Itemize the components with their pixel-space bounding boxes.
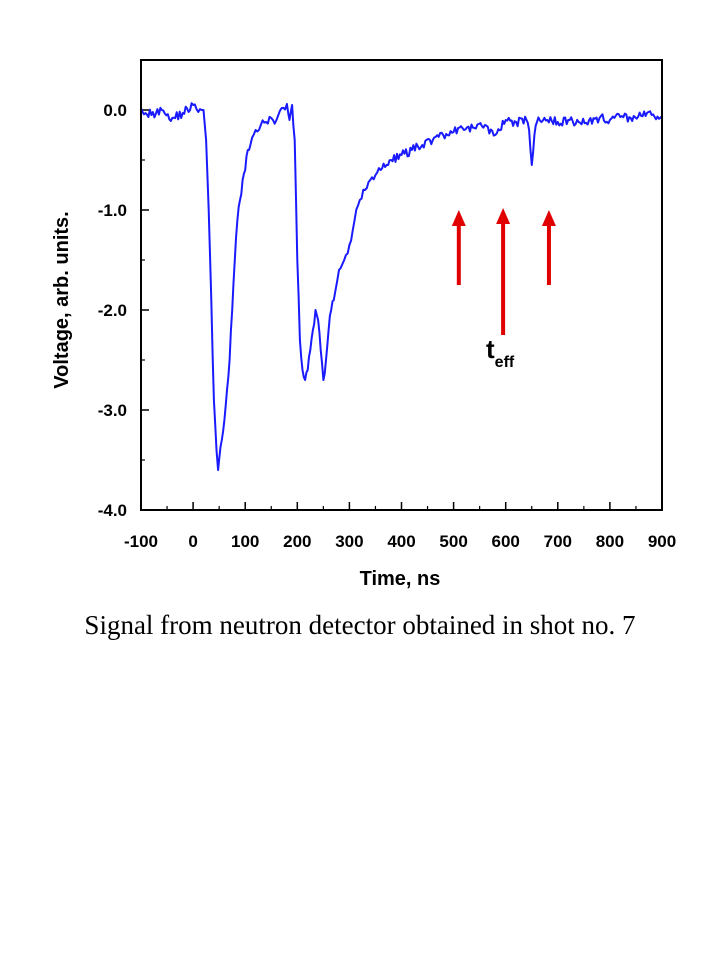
- arrow-head: [452, 210, 466, 226]
- x-tick-label: 700: [544, 532, 572, 551]
- x-axis-title: Time, ns: [360, 568, 441, 590]
- arrow-head: [542, 210, 556, 226]
- t-eff-label: teff: [486, 334, 515, 371]
- x-tick-label: 600: [492, 532, 520, 551]
- y-tick-label: -3.0: [98, 401, 127, 420]
- y-tick-label: -2.0: [98, 301, 127, 320]
- y-axis-title: Voltage, arb. units.: [51, 211, 73, 388]
- x-tick-label: 500: [439, 532, 467, 551]
- x-tick-label: 800: [596, 532, 624, 551]
- x-tick-label: 400: [387, 532, 415, 551]
- voltage-time-chart: 0.0 -1.0 -2.0 -3.0 -4.0 -100 0 100 200 300 400 500…: [0, 0, 720, 600]
- t-eff-sub: eff: [495, 354, 515, 371]
- t-eff-main: t: [486, 334, 495, 364]
- red-arrow: [452, 210, 466, 285]
- arrow-head: [496, 208, 510, 224]
- x-tick-label: -100: [124, 532, 158, 551]
- x-tick-label: 100: [231, 532, 259, 551]
- x-tick-label: 0: [188, 532, 197, 551]
- red-arrow: [496, 208, 510, 335]
- red-arrow: [542, 210, 556, 285]
- figure-caption: Signal from neutron detector obtained in…: [0, 610, 720, 641]
- x-tick-label: 300: [335, 532, 363, 551]
- plot-frame: [141, 60, 662, 510]
- y-tick-label: -4.0: [98, 501, 127, 520]
- x-tick-label: 200: [283, 532, 311, 551]
- y-tick-label: -1.0: [98, 201, 127, 220]
- annotation-arrows: [452, 208, 556, 335]
- data-series: [141, 103, 662, 470]
- series-line: [141, 103, 662, 470]
- y-tick-label: 0.0: [103, 101, 127, 120]
- x-tick-label: 900: [648, 532, 676, 551]
